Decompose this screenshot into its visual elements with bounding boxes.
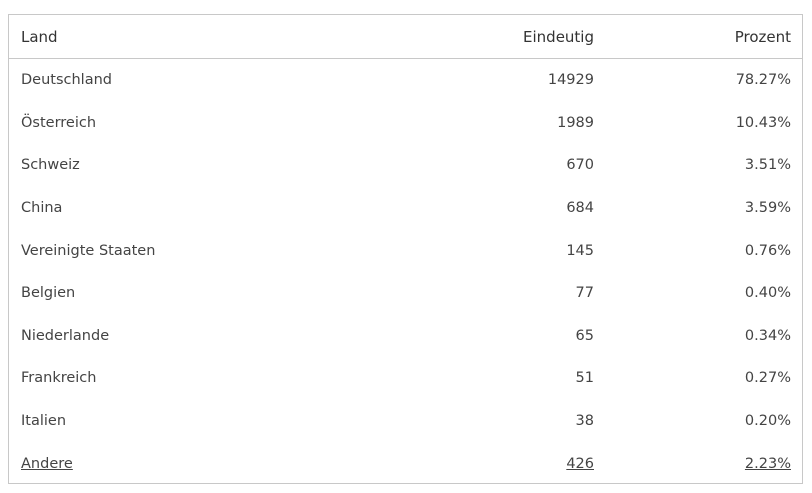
cell-eindeutig: 670 [566,157,594,174]
cell-eindeutig: 145 [566,242,594,259]
table-header: Land Eindeutig Prozent [9,15,802,59]
cell-eindeutig: 38 [575,413,594,430]
cell-prozent: 3.59% [744,200,791,217]
header-land: Land [21,27,58,46]
table-row-other-link[interactable]: Andere 426 2.23% [9,442,802,485]
cell-eindeutig: 65 [575,327,594,344]
cell-eindeutig: 684 [566,200,594,217]
table-row: Italien 38 0.20% [9,400,802,443]
cell-prozent: 0.34% [744,327,791,344]
header-prozent: Prozent [734,27,791,46]
cell-land: Frankreich [21,370,97,387]
cell-prozent: 0.76% [744,242,791,259]
cell-land[interactable]: Andere [21,455,73,472]
cell-prozent: 0.27% [744,370,791,387]
cell-prozent: 10.43% [735,114,791,131]
cell-prozent: 0.20% [744,413,791,430]
cell-eindeutig[interactable]: 426 [566,455,594,472]
cell-eindeutig: 1989 [557,114,594,131]
table-row: China 684 3.59% [9,187,802,230]
country-table: Land Eindeutig Prozent Deutschland 14929 7… [8,14,803,484]
cell-land: Deutschland [21,72,112,89]
table-row: Niederlande 65 0.34% [9,315,802,358]
table-row: Deutschland 14929 78.27% [9,59,802,102]
header-eindeutig: Eindeutig [523,27,594,46]
cell-land: Österreich [21,114,97,131]
cell-eindeutig: 77 [575,285,594,302]
cell-land: Schweiz [21,157,80,174]
cell-land: Niederlande [21,327,110,344]
cell-eindeutig: 51 [575,370,594,387]
cell-land: China [21,200,63,217]
table-row: Belgien 77 0.40% [9,272,802,315]
cell-prozent: 78.27% [735,72,791,89]
cell-land: Vereinigte Staaten [21,242,156,259]
cell-land: Italien [21,413,67,430]
table-row: Österreich 1989 10.43% [9,102,802,145]
cell-land: Belgien [21,285,76,302]
cell-prozent: 3.51% [744,157,791,174]
table-row: Schweiz 670 3.51% [9,144,802,187]
cell-prozent[interactable]: 2.23% [744,455,791,472]
cell-eindeutig: 14929 [547,72,594,89]
table-row: Vereinigte Staaten 145 0.76% [9,229,802,272]
table-row: Frankreich 51 0.27% [9,357,802,400]
cell-prozent: 0.40% [744,285,791,302]
